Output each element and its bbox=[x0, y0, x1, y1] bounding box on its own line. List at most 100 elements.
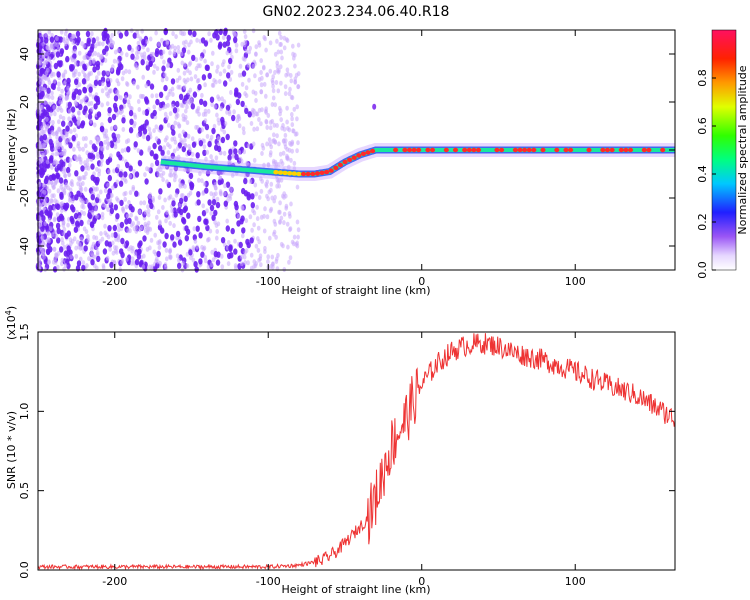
spectrogram-dot bbox=[246, 143, 251, 149]
top-y-ticks: -40 -20 0 20 40 bbox=[18, 47, 675, 255]
spectrogram-dot bbox=[165, 256, 169, 262]
spectrogram-dot bbox=[147, 126, 152, 132]
spectrogram-dot bbox=[291, 51, 295, 57]
spectrogram-dot bbox=[243, 260, 247, 266]
spectrogram-dot bbox=[279, 117, 284, 123]
spectrogram-dot bbox=[215, 34, 220, 41]
spectrogram-dot bbox=[209, 96, 215, 103]
spectrogram-dot bbox=[113, 95, 119, 102]
spectrogram-dot bbox=[260, 142, 265, 148]
spectrogram-dot bbox=[158, 145, 163, 152]
spectrogram-dot bbox=[244, 218, 249, 224]
spectrogram-dot bbox=[271, 261, 275, 267]
spectrogram-dot bbox=[71, 134, 76, 142]
spectrogram-dot bbox=[241, 233, 245, 239]
track-peak-dot bbox=[475, 147, 482, 153]
spectrogram-dot bbox=[200, 92, 204, 98]
spectrogram-dot bbox=[83, 72, 87, 78]
spectrogram-dot bbox=[76, 190, 81, 197]
track-peak-dot bbox=[319, 170, 325, 175]
spectrogram-dot bbox=[185, 120, 190, 126]
spectrogram-dot bbox=[252, 222, 256, 228]
spectrogram-dot bbox=[46, 248, 51, 255]
spectrogram-dot bbox=[211, 199, 217, 206]
spectrogram-dot bbox=[268, 141, 272, 147]
spectrogram-dot bbox=[296, 84, 301, 90]
spectrogram-dot bbox=[259, 70, 263, 75]
spectrogram-dot bbox=[61, 150, 66, 156]
spectrogram-dot bbox=[216, 64, 220, 70]
spectrogram-dot bbox=[204, 64, 210, 71]
spectrogram-dot bbox=[253, 73, 257, 79]
spectrogram-dot bbox=[172, 136, 177, 142]
spectrogram-dot bbox=[268, 235, 272, 241]
spectrogram-dot bbox=[87, 101, 91, 107]
spectrogram-dot bbox=[141, 264, 146, 270]
spectrogram-dot bbox=[250, 227, 254, 233]
spectrogram-dot bbox=[181, 103, 185, 109]
spectrogram-dot bbox=[102, 48, 107, 55]
spectrogram-dot bbox=[188, 70, 192, 76]
spectrogram-dot bbox=[187, 61, 192, 67]
spectrogram-dot bbox=[108, 200, 112, 206]
spectrogram-dot bbox=[40, 235, 45, 241]
spectrogram-dot bbox=[183, 62, 187, 68]
spectrogram-dot bbox=[210, 158, 215, 164]
spectrogram-dot bbox=[178, 93, 184, 101]
spectrogram-dot bbox=[168, 111, 173, 117]
spectrogram-dot bbox=[264, 93, 268, 99]
track-peak-dot bbox=[342, 159, 348, 165]
spectrogram-dot bbox=[262, 81, 267, 87]
bottom-y-axis-label: SNR (10 * v/v) bbox=[5, 411, 18, 489]
spectrogram-dot bbox=[168, 50, 172, 56]
spectrogram-dot bbox=[238, 63, 243, 69]
spectrogram-dot bbox=[223, 27, 228, 34]
spectrogram-dot bbox=[296, 227, 301, 233]
track-peak-dot bbox=[554, 147, 560, 153]
bottom-x-ticks: -200 -100 0 100 bbox=[102, 332, 586, 588]
spectrogram-dot bbox=[82, 87, 88, 94]
spectrogram-dot bbox=[225, 104, 231, 112]
spectrogram-dot bbox=[218, 175, 223, 181]
spectrogram-dot bbox=[176, 45, 181, 50]
spectrogram-dot bbox=[49, 226, 53, 232]
spectrogram-dot bbox=[84, 171, 88, 177]
spectrogram-dot bbox=[288, 227, 292, 233]
spectrogram-dot bbox=[120, 148, 125, 154]
spectrogram-dot bbox=[290, 116, 294, 122]
spectrogram-dot bbox=[198, 258, 203, 265]
spectrogram-dot bbox=[249, 121, 254, 126]
spectrogram-dot bbox=[273, 194, 277, 200]
spectrogram-dot bbox=[285, 67, 290, 73]
spectrogram-dot bbox=[45, 45, 50, 51]
spectrogram-dot bbox=[254, 44, 259, 50]
spectrogram-dot bbox=[269, 181, 274, 187]
spectrogram-dot bbox=[184, 235, 189, 242]
spectrogram-dot bbox=[255, 216, 260, 222]
spectrogram-dot bbox=[81, 260, 86, 266]
spectrogram-dot bbox=[109, 126, 114, 132]
spectrogram-dot bbox=[110, 32, 114, 38]
spectrogram-dot bbox=[42, 60, 47, 66]
spectrogram-dot bbox=[206, 264, 211, 270]
spectrogram-dot bbox=[254, 191, 259, 197]
spectrogram-dot bbox=[192, 30, 197, 38]
spectrogram-dot bbox=[54, 234, 58, 239]
spectrogram-dot bbox=[66, 185, 71, 191]
spectrogram-dot bbox=[181, 116, 186, 122]
spectrogram-dot bbox=[247, 111, 252, 118]
spectrogram-dot bbox=[57, 127, 62, 133]
spectrogram-dot bbox=[168, 172, 172, 178]
spectrogram-dot bbox=[72, 127, 77, 133]
spectrogram-dot bbox=[262, 35, 267, 40]
spectrogram-dot bbox=[211, 214, 216, 221]
spectrogram-dot bbox=[87, 50, 92, 57]
spectrogram-dot bbox=[90, 31, 94, 37]
spectrogram-dot bbox=[215, 235, 219, 241]
spectrogram-dot bbox=[86, 234, 90, 240]
spectrogram-dot bbox=[136, 148, 141, 154]
spectrogram-dot bbox=[259, 214, 264, 220]
spectrogram-dot bbox=[240, 261, 244, 267]
spectrogram-dot bbox=[141, 39, 146, 46]
